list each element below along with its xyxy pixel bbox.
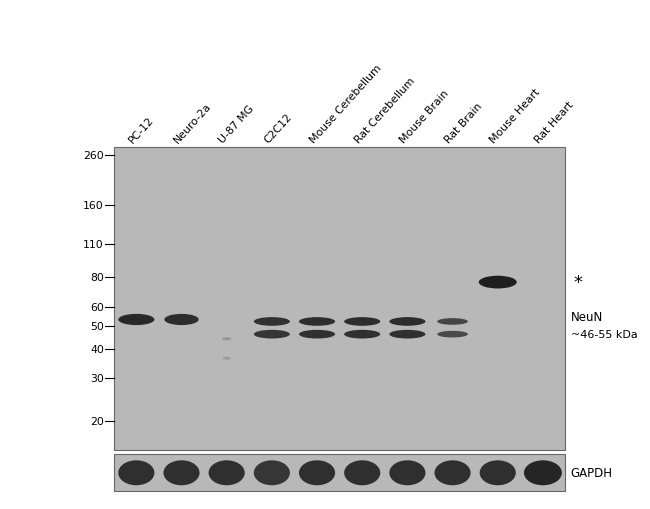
Ellipse shape <box>254 461 290 485</box>
FancyBboxPatch shape <box>114 455 566 491</box>
Ellipse shape <box>344 461 380 485</box>
Ellipse shape <box>389 330 426 339</box>
Ellipse shape <box>254 318 290 326</box>
Ellipse shape <box>254 330 290 339</box>
Ellipse shape <box>163 461 200 485</box>
Text: 20: 20 <box>90 416 104 426</box>
Ellipse shape <box>344 318 380 326</box>
Ellipse shape <box>479 276 517 289</box>
Ellipse shape <box>437 319 468 325</box>
Text: *: * <box>573 273 582 292</box>
Text: PC-12: PC-12 <box>127 115 156 145</box>
Text: GAPDH: GAPDH <box>571 466 613 479</box>
Text: U-87 MG: U-87 MG <box>217 103 256 145</box>
Ellipse shape <box>118 314 155 325</box>
Ellipse shape <box>299 318 335 326</box>
Ellipse shape <box>344 330 380 339</box>
Ellipse shape <box>434 461 471 485</box>
Ellipse shape <box>480 461 516 485</box>
Text: 160: 160 <box>83 201 104 211</box>
Text: 80: 80 <box>90 272 104 282</box>
Ellipse shape <box>299 461 335 485</box>
Ellipse shape <box>222 337 231 341</box>
Text: 260: 260 <box>83 150 104 160</box>
Text: C2C12: C2C12 <box>263 112 294 145</box>
Ellipse shape <box>164 314 199 325</box>
Ellipse shape <box>118 461 155 485</box>
Text: 110: 110 <box>83 239 104 249</box>
Ellipse shape <box>437 331 468 338</box>
Text: Mouse Cerebellum: Mouse Cerebellum <box>307 63 383 145</box>
Text: 40: 40 <box>90 344 104 354</box>
Ellipse shape <box>299 330 335 339</box>
Ellipse shape <box>524 461 562 485</box>
Ellipse shape <box>389 318 426 326</box>
Text: Rat Cerebellum: Rat Cerebellum <box>353 76 417 145</box>
Ellipse shape <box>223 357 231 360</box>
Text: 60: 60 <box>90 302 104 312</box>
Text: 50: 50 <box>90 321 104 331</box>
Text: Rat Heart: Rat Heart <box>534 100 576 145</box>
Ellipse shape <box>209 461 245 485</box>
Text: Neuro-2a: Neuro-2a <box>172 101 213 145</box>
FancyBboxPatch shape <box>114 148 566 450</box>
Ellipse shape <box>389 461 426 485</box>
Text: NeuN: NeuN <box>571 310 603 323</box>
Text: ~46-55 kDa: ~46-55 kDa <box>571 329 638 339</box>
Text: Mouse Heart: Mouse Heart <box>488 87 542 145</box>
Text: Rat Brain: Rat Brain <box>443 101 484 145</box>
Text: 30: 30 <box>90 374 104 384</box>
Text: Mouse Brain: Mouse Brain <box>398 89 450 145</box>
